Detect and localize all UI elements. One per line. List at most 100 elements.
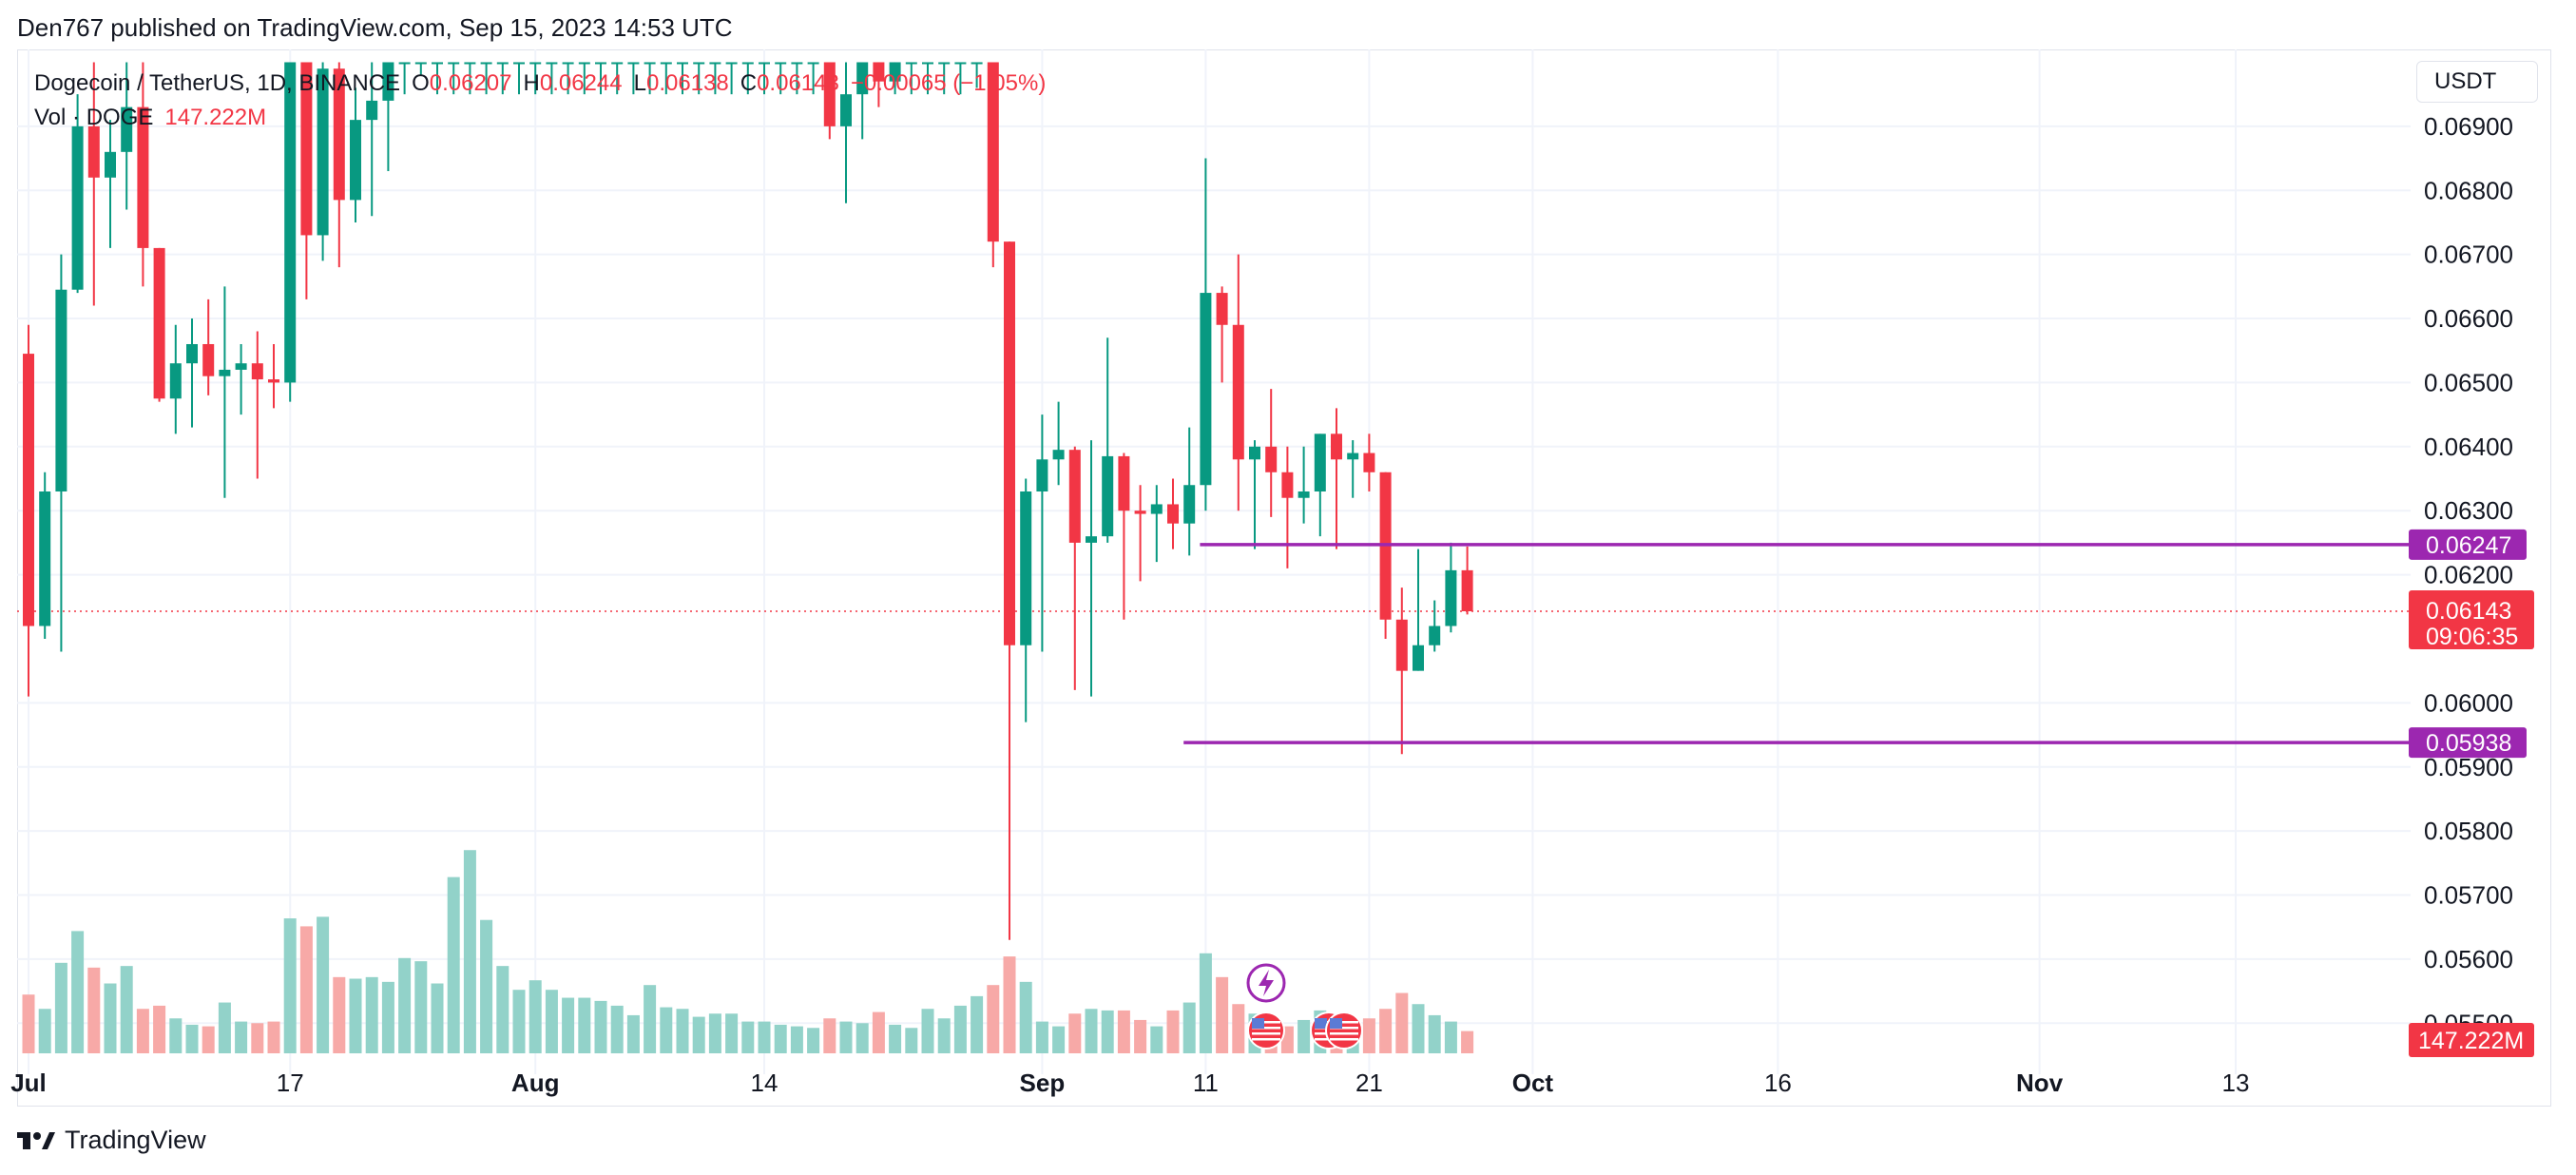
candle bbox=[414, 62, 427, 75]
candle bbox=[677, 62, 688, 95]
volume-bar bbox=[1428, 1014, 1441, 1053]
candle bbox=[562, 62, 574, 95]
currency-selector[interactable]: USDT bbox=[2416, 61, 2538, 103]
candle-body bbox=[775, 62, 787, 65]
candle bbox=[169, 324, 182, 434]
candle-body bbox=[268, 379, 279, 383]
candle bbox=[922, 62, 933, 95]
volume-bar bbox=[169, 1018, 183, 1053]
candle bbox=[1331, 408, 1342, 549]
volume-label[interactable]: Vol · DOGE bbox=[34, 105, 154, 130]
candle-body bbox=[202, 343, 215, 376]
candle-body bbox=[219, 369, 231, 376]
candle-body bbox=[987, 62, 999, 242]
volume-bar bbox=[1101, 1010, 1114, 1053]
candle-body bbox=[660, 62, 672, 65]
volume-bar bbox=[1150, 1026, 1163, 1053]
candle-body bbox=[1216, 293, 1228, 325]
tradingview-logo-icon bbox=[17, 1131, 55, 1149]
candle bbox=[644, 62, 656, 95]
candle bbox=[1004, 241, 1015, 940]
symbol-name[interactable]: Dogecoin / TetherUS, 1D, BINANCE bbox=[34, 70, 401, 96]
publisher-caption: Den767 published on TradingView.com, Sep… bbox=[17, 13, 733, 42]
volume-bar bbox=[398, 957, 412, 1053]
volume-bar bbox=[136, 1009, 149, 1053]
candle bbox=[186, 318, 198, 428]
low-label: L bbox=[633, 70, 646, 96]
candle-body bbox=[71, 125, 84, 290]
candle-body bbox=[644, 62, 656, 65]
candle-body bbox=[938, 62, 951, 65]
price-tick-label: 0.06600 bbox=[2424, 304, 2513, 333]
candle-body bbox=[513, 62, 525, 65]
candle bbox=[1068, 446, 1081, 690]
candle-body bbox=[1429, 626, 1441, 645]
price-tick-label: 0.05700 bbox=[2424, 881, 2513, 910]
volume-bar bbox=[937, 1018, 951, 1053]
candle-body bbox=[1167, 504, 1179, 524]
candle bbox=[251, 331, 263, 479]
candle-body bbox=[1102, 455, 1114, 537]
candle bbox=[1347, 440, 1359, 498]
candle-body bbox=[1413, 645, 1424, 671]
candle-body bbox=[251, 363, 263, 380]
candle bbox=[1429, 600, 1441, 652]
volume-bar bbox=[644, 985, 657, 1053]
volume-bar bbox=[1461, 1031, 1474, 1053]
volume-bar bbox=[610, 1005, 624, 1053]
candle-body bbox=[562, 62, 574, 65]
candle-body bbox=[1036, 459, 1048, 491]
candle bbox=[235, 343, 247, 415]
price-tick-label: 0.06300 bbox=[2424, 496, 2513, 525]
candle bbox=[741, 62, 754, 95]
volume-bar bbox=[758, 1021, 771, 1053]
volume-bar bbox=[317, 916, 330, 1053]
candle-body bbox=[709, 62, 721, 65]
candle bbox=[284, 62, 297, 402]
volume-bar bbox=[971, 995, 984, 1053]
candle bbox=[202, 299, 215, 395]
price-tick-label: 0.06700 bbox=[2424, 241, 2513, 269]
candle-body bbox=[529, 62, 542, 65]
candle-body bbox=[153, 247, 165, 399]
volume-bar bbox=[676, 1009, 689, 1053]
level-price-badge bbox=[2409, 529, 2527, 560]
volume-badge bbox=[2409, 1023, 2534, 1057]
candle-body bbox=[1183, 485, 1196, 524]
candle bbox=[480, 62, 492, 95]
tradingview-brand[interactable]: TradingView bbox=[17, 1126, 206, 1155]
candle bbox=[823, 62, 836, 140]
candle-body bbox=[1363, 453, 1375, 472]
candle-body bbox=[807, 62, 819, 65]
price-tick-label: 0.06500 bbox=[2424, 368, 2513, 396]
candle-body bbox=[432, 62, 443, 65]
candle-body bbox=[1281, 472, 1294, 498]
volume-bar bbox=[905, 1028, 918, 1053]
candle-body bbox=[546, 62, 558, 65]
volume-bar bbox=[414, 961, 428, 1053]
candle bbox=[807, 62, 819, 95]
candle-body bbox=[448, 62, 460, 65]
price-tick-label: 0.06400 bbox=[2424, 433, 2513, 461]
candle bbox=[398, 62, 411, 95]
candle bbox=[1052, 401, 1065, 486]
volume-bar bbox=[725, 1013, 739, 1053]
candle-body bbox=[1086, 536, 1097, 543]
volume-bar bbox=[839, 1021, 853, 1053]
volume-bar bbox=[235, 1021, 248, 1053]
candle bbox=[1183, 427, 1196, 556]
volume-bar bbox=[299, 926, 313, 1053]
candle bbox=[23, 324, 34, 697]
ohlc-row: Dogecoin / TetherUS, 1D, BINANCE O0.06207… bbox=[34, 67, 1046, 101]
candle bbox=[496, 62, 509, 95]
candle bbox=[219, 286, 231, 498]
candle-body bbox=[627, 62, 640, 65]
candle bbox=[1379, 472, 1392, 639]
volume-bar bbox=[447, 876, 460, 1053]
candle bbox=[1134, 485, 1146, 582]
volume-bar bbox=[381, 981, 394, 1053]
candle bbox=[1232, 254, 1244, 511]
candle-body bbox=[1347, 453, 1359, 460]
candle-body bbox=[1395, 619, 1408, 671]
